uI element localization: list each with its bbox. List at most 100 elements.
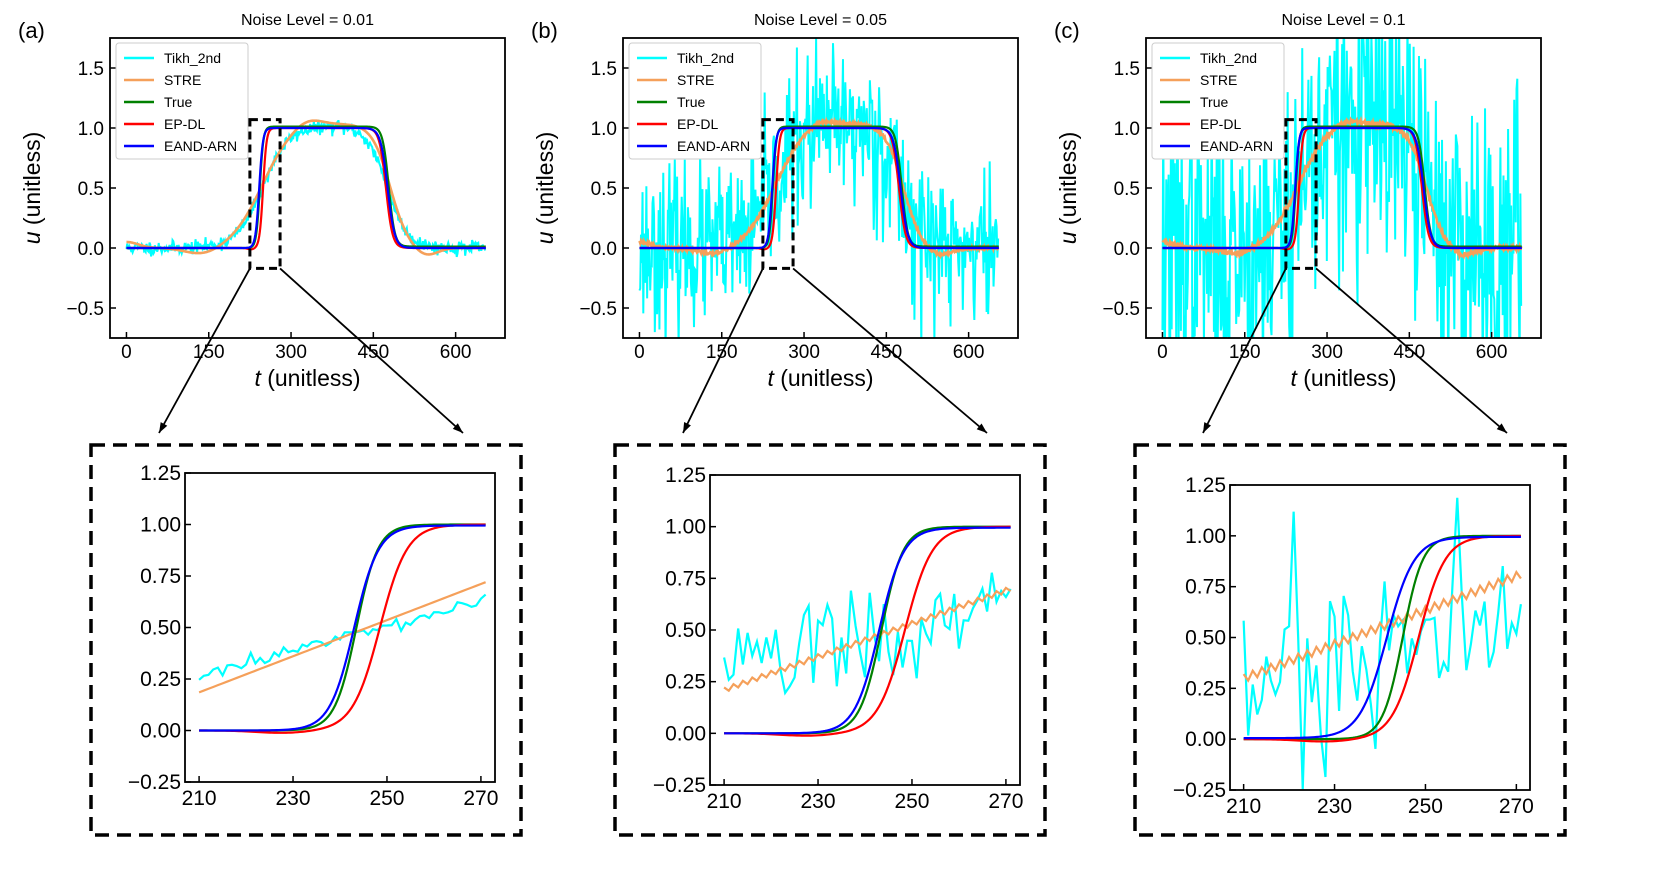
y-tick-label: 0.5 bbox=[78, 179, 104, 200]
panel-3: (c) Noise Level = 0.1 0 150 300 450 600 −0.5 0.0… bbox=[1054, 12, 1567, 837]
y-tick-label: 0.5 bbox=[591, 179, 617, 200]
series-tikh-2nd-line bbox=[1161, 38, 1523, 338]
panel-title: Noise Level = 0.1 bbox=[1281, 12, 1405, 29]
inset-y-tick-label: 1.00 bbox=[140, 514, 181, 537]
inset-plot-area bbox=[198, 523, 487, 734]
y-tick-label: −0.5 bbox=[66, 299, 104, 320]
legend-label: EP-DL bbox=[677, 116, 718, 132]
y-tick-label: 1.5 bbox=[78, 59, 104, 80]
x-tick-label: 0 bbox=[1157, 342, 1168, 363]
panel-letter: (b) bbox=[531, 18, 558, 43]
legend: Tikh_2nd STRE True EP-DL EAND-ARN bbox=[115, 42, 249, 160]
y-tick-label: 1.0 bbox=[78, 119, 104, 140]
legend-label: True bbox=[1200, 94, 1228, 110]
legend-label: EAND-ARN bbox=[164, 138, 237, 154]
inset-x-tick-label: 230 bbox=[1317, 795, 1352, 818]
series-eand-arn-line bbox=[1162, 126, 1522, 250]
y-tick-label: 1.0 bbox=[1114, 119, 1140, 140]
inset-x-tick-label: 270 bbox=[1499, 795, 1534, 818]
series-stre-line bbox=[126, 119, 486, 256]
y-axis-label: u (unitless) bbox=[532, 132, 558, 245]
inset-y-tick-label: 0.25 bbox=[665, 671, 706, 694]
zoom-region-box bbox=[248, 118, 282, 270]
x-axis-label-unit: (unitless) bbox=[1297, 365, 1397, 391]
inset-y-tick-label: 0.25 bbox=[1185, 677, 1226, 700]
inset-dashed-frame bbox=[613, 443, 1047, 837]
y-tick-label: 0.5 bbox=[1114, 179, 1140, 200]
inset-tikh-2nd-line bbox=[723, 572, 1012, 696]
series-stre-line bbox=[638, 116, 1000, 260]
inset-eand-arn-line bbox=[199, 524, 486, 732]
inset-eand-arn-line bbox=[724, 526, 1011, 735]
inset-stre-line bbox=[198, 581, 487, 694]
y-tick-label: 1.5 bbox=[591, 59, 617, 80]
inset-y-tick-label: 0.50 bbox=[140, 617, 181, 640]
inset-plot-area bbox=[723, 525, 1012, 737]
inset-x-tick-label: 210 bbox=[182, 787, 217, 810]
zoom-connector-left bbox=[1202, 267, 1287, 434]
inset-axes-frame bbox=[709, 474, 1021, 786]
y-tick-label: 1.0 bbox=[591, 119, 617, 140]
x-axis-label-symbol: t bbox=[254, 365, 262, 391]
inset-true-line bbox=[1243, 534, 1521, 741]
y-axis-label: u (unitless) bbox=[19, 132, 45, 245]
legend-label: STRE bbox=[1200, 72, 1237, 88]
x-axis-label-unit: (unitless) bbox=[774, 365, 874, 391]
x-tick-label: 0 bbox=[121, 342, 132, 363]
inset-x-tick-label: 210 bbox=[707, 790, 742, 813]
legend-box bbox=[115, 42, 249, 160]
x-tick-label: 600 bbox=[1476, 342, 1508, 363]
panel-1: (a)Noise Level = 0.010150300450600−0.50.… bbox=[18, 12, 523, 837]
inset-y-tick-label: −0.25 bbox=[128, 771, 181, 794]
inset-ep-dl-line bbox=[1243, 534, 1521, 743]
y-axis-label-symbol: u bbox=[19, 231, 45, 244]
inset-dashed-frame bbox=[89, 443, 523, 837]
inset-x-tick-label: 230 bbox=[276, 787, 311, 810]
inset-y-tick-label: 1.25 bbox=[140, 462, 181, 485]
y-tick-label: −0.5 bbox=[1102, 299, 1140, 320]
legend-box bbox=[1151, 42, 1285, 160]
legend-label: Tikh_2nd bbox=[677, 50, 734, 66]
legend: Tikh_2nd STRE True EP-DL EAND-ARN bbox=[1151, 42, 1285, 160]
inset-x-tick-label: 270 bbox=[988, 790, 1023, 813]
y-tick-label: 0.0 bbox=[78, 239, 104, 260]
zoom-region-box bbox=[1284, 118, 1318, 270]
zoom-connector-left bbox=[682, 268, 764, 434]
inset-y-tick-label: 0.00 bbox=[140, 720, 181, 743]
legend-label: True bbox=[164, 94, 192, 110]
legend-box bbox=[628, 42, 762, 160]
y-axis-label-symbol: u bbox=[532, 231, 558, 244]
inset-y-tick-label: −0.25 bbox=[653, 774, 706, 797]
x-tick-label: 600 bbox=[440, 342, 472, 363]
inset-x-tick-label: 250 bbox=[369, 787, 404, 810]
inset-y-tick-label: 0.00 bbox=[665, 722, 706, 745]
zoom-arrowhead-right bbox=[976, 423, 987, 433]
inset-y-tick-label: 1.00 bbox=[665, 516, 706, 539]
zoom-connector-left bbox=[158, 267, 251, 434]
zoom-arrowhead-right bbox=[452, 423, 463, 433]
legend-label: EP-DL bbox=[164, 116, 205, 132]
legend-label: EP-DL bbox=[1200, 116, 1241, 132]
x-axis-label-symbol: t bbox=[1290, 365, 1298, 391]
main-plot-area bbox=[1161, 38, 1523, 338]
x-tick-label: 300 bbox=[788, 342, 820, 363]
main-plot-area bbox=[125, 119, 487, 258]
y-tick-label: 0.0 bbox=[1114, 239, 1140, 260]
zoom-region-box bbox=[761, 118, 795, 270]
zoom-arrowhead-left bbox=[159, 422, 168, 433]
legend-label: STRE bbox=[677, 72, 714, 88]
inset-y-tick-label: 1.25 bbox=[1185, 474, 1226, 497]
x-tick-label: 0 bbox=[634, 342, 645, 363]
legend-label: STRE bbox=[164, 72, 201, 88]
inset-y-tick-label: 0.50 bbox=[1185, 627, 1226, 650]
y-axis-label-unit: (unitless) bbox=[1055, 132, 1081, 232]
x-tick-label: 150 bbox=[1229, 342, 1261, 363]
x-axis-label: t (unitless) bbox=[254, 365, 360, 391]
inset-plot-area bbox=[1242, 497, 1522, 790]
inset-y-tick-label: 0.75 bbox=[1185, 576, 1226, 599]
inset-y-tick-label: 0.75 bbox=[665, 567, 706, 590]
series-eand-arn-line bbox=[639, 126, 999, 250]
x-axis-label-unit: (unitless) bbox=[261, 365, 361, 391]
zoom-arrowhead-left bbox=[1203, 422, 1212, 433]
x-axis-label: t (unitless) bbox=[767, 365, 873, 391]
